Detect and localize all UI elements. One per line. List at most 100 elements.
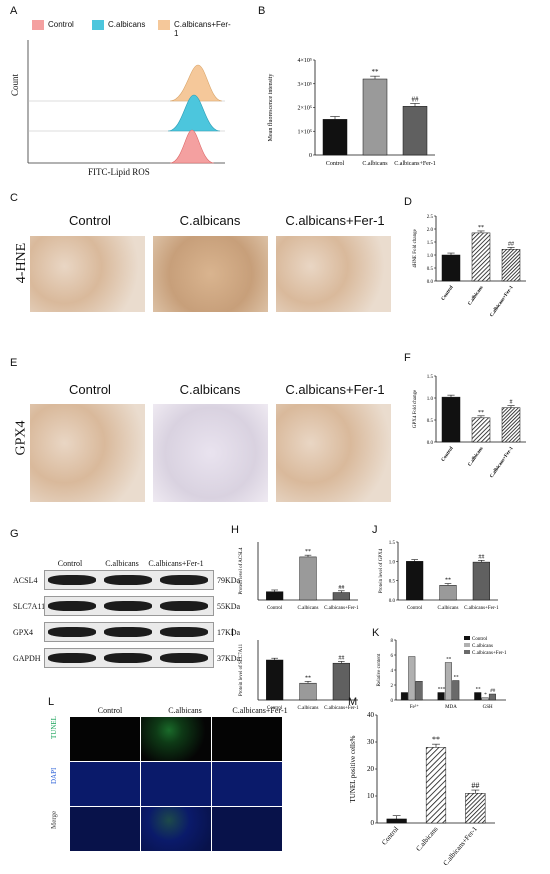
ytick-label: 0 [391, 699, 394, 704]
ytick-label: 0 [371, 819, 375, 827]
ytick-label: 4 [391, 669, 394, 674]
category-label: C.albicans [362, 161, 388, 167]
blot-row-label: ACSL4 [13, 576, 38, 585]
blot-band [160, 653, 208, 663]
bar [299, 556, 317, 601]
bar [425, 747, 447, 824]
category-label: Control [380, 825, 400, 847]
significance-label: ** [372, 68, 380, 76]
blot-band [48, 601, 96, 611]
category-label: C.albicans [468, 285, 485, 306]
bar [437, 692, 445, 701]
tunel-header-control: Control [97, 706, 123, 715]
significance-label: ** [478, 410, 484, 416]
significance-label: ** [305, 675, 311, 681]
ytick-label: 2.5 [427, 215, 434, 220]
blot-size-label: 17KDa [217, 628, 241, 637]
blot-header-calbicans: C.albicans [105, 559, 139, 568]
ytick-label: 0.0 [427, 441, 434, 446]
ytick-label: 6 [391, 654, 394, 659]
bar [472, 561, 490, 601]
header-e-fer1: C.albicans+Fer-1 [285, 382, 385, 397]
panel-label-a: A [10, 5, 18, 17]
category-label: MDA [445, 705, 457, 710]
legend-label-calbicans: C.albicans [108, 20, 146, 29]
ytick-label: 1.5 [427, 375, 434, 380]
significance-label: ## [508, 241, 514, 247]
y-axis-label: Protein level of GPX4 [379, 548, 384, 593]
tunel-image [212, 807, 282, 851]
tunel-image [70, 717, 140, 761]
legend-swatch-calbicans [92, 20, 104, 30]
category-label: Control [441, 446, 455, 463]
histogram-control [169, 129, 215, 164]
significance-label: # [510, 400, 513, 406]
tunel-image [212, 762, 282, 806]
ytick-label: 40 [367, 711, 375, 719]
blot-header-control: Control [57, 559, 83, 568]
significance-label: ## [412, 95, 420, 103]
row-label-gpx4: GPX4 [13, 420, 29, 456]
bar [501, 407, 521, 443]
tunel-row-label: DAPI [50, 767, 58, 784]
legend-swatch [464, 650, 470, 654]
flow-xlabel: FITC-Lipid ROS [88, 167, 150, 177]
panel-label-l: L [48, 696, 55, 708]
chart-i: Protein level of SLC7A11 Control ** C.albic… [239, 640, 359, 711]
ytick-label: 0.5 [427, 419, 434, 424]
legend-label: C.albicans [472, 644, 493, 649]
significance-label: ## [471, 781, 479, 790]
bar [444, 662, 452, 701]
bar [471, 417, 491, 443]
blot-band [48, 653, 96, 663]
panel-label-k: K [372, 627, 380, 639]
blot-size-label: 37KDa [217, 654, 241, 663]
panel-label-e: E [10, 357, 18, 369]
legend-label-fer1: C.albicans+Fer-1 [174, 20, 231, 38]
category-label: C.albicans [468, 446, 485, 467]
ytick-label: 3×10⁵ [298, 82, 312, 88]
y-axis-label: TUNEL positive cells% [349, 735, 357, 802]
histogram-fer1 [169, 64, 223, 102]
significance-label: ## [478, 554, 484, 560]
y-axis-label: 4HNE Fold change [413, 228, 418, 267]
header-c-calbicans: C.albicans [179, 213, 241, 228]
tunel-row-label: Merge [50, 810, 58, 829]
tunel-image [70, 807, 140, 851]
significance-label: ** [445, 578, 451, 584]
row-label-4hne: 4-HNE [14, 242, 30, 284]
significance-label: ** [432, 735, 440, 744]
panel-label-g: G [10, 528, 19, 540]
blot-band [104, 601, 152, 611]
panel-label-c: C [10, 192, 18, 204]
chart-d: 0.0 0.5 1.0 1.5 2.0 2.5 4HNE Fold change Contro… [413, 215, 526, 318]
bar [488, 693, 496, 701]
ytick-label: 0.5 [389, 580, 396, 585]
category-label: GSH [483, 705, 493, 710]
y-axis-label: Protein level of ACSL4 [239, 547, 244, 595]
significance-label: ** [454, 676, 460, 681]
panel-label-i: I [231, 627, 235, 639]
tunel-header-calbicans: C.albicans [168, 706, 202, 715]
significance-label: *** [438, 688, 446, 693]
bar [299, 682, 317, 701]
legend-swatch-control [32, 20, 44, 30]
legend-label-control: Control [48, 20, 74, 29]
blot-size-label: 55KDa [217, 602, 241, 611]
blot-band [48, 575, 96, 585]
ihc-gpx4-control [30, 404, 145, 502]
category-label: Fe²⁺ [410, 704, 419, 710]
flow-legend: Control C.albicans C.albicans+Fer-1 [30, 17, 231, 38]
blot-band [104, 575, 152, 585]
blot-band [160, 627, 208, 637]
bar [362, 78, 388, 156]
legend-swatch [464, 643, 470, 647]
significance-label: ## [490, 689, 496, 694]
ihc-4hne-fer1 [276, 236, 391, 312]
bar [386, 818, 407, 824]
header-c-control: Control [69, 213, 111, 228]
y-axis-label: Protein level of SLC7A11 [239, 643, 244, 696]
bar [406, 561, 424, 601]
legend-swatch [464, 636, 470, 640]
ytick-label: 1.0 [389, 560, 396, 565]
